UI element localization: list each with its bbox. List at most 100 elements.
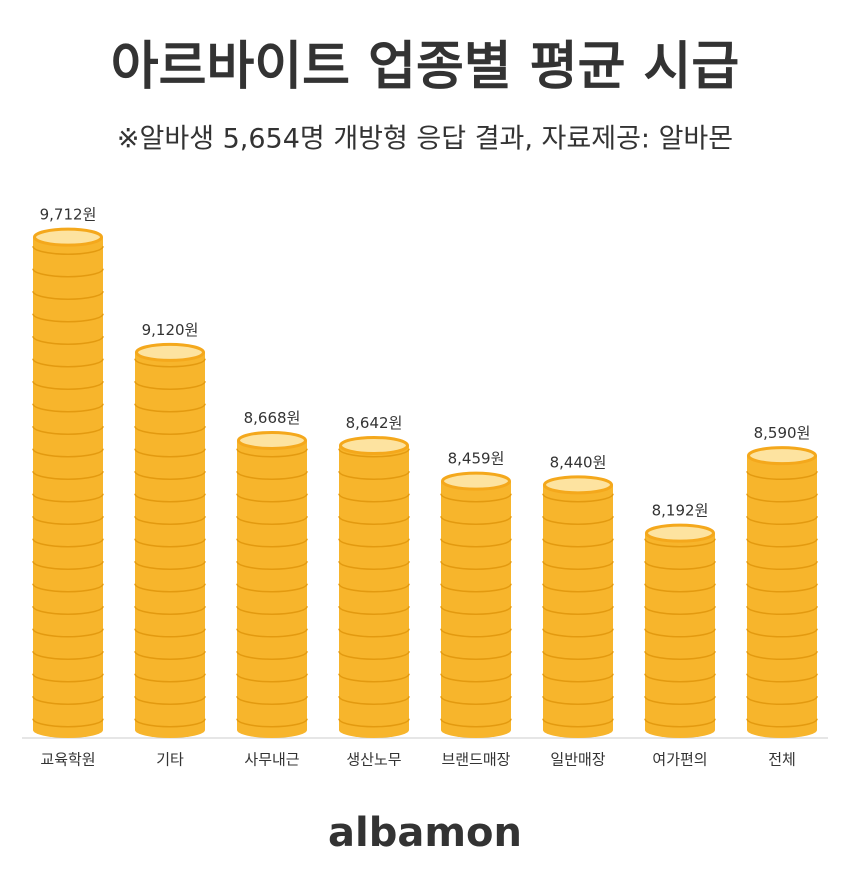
coin-top — [543, 475, 613, 495]
coin-edge — [338, 673, 410, 683]
coin-edge — [644, 606, 716, 615]
coin-stack — [440, 471, 512, 738]
coin-edge — [32, 628, 104, 638]
coin-edge — [338, 538, 410, 548]
coin-body — [339, 445, 409, 730]
coin-edge — [542, 651, 614, 660]
coin-edge — [32, 291, 104, 300]
x-tick-label: 생산노무 — [346, 751, 401, 769]
coin-edge — [542, 538, 614, 548]
coin-edge — [32, 268, 104, 278]
coin-edge — [644, 628, 716, 638]
coin-edge — [134, 426, 206, 435]
coin-edge — [746, 606, 818, 615]
coin-edge — [32, 336, 104, 345]
coin-edge — [236, 718, 308, 728]
x-tick-label: 전체 — [768, 751, 796, 769]
coin-edge — [542, 673, 614, 683]
coin-edge — [134, 358, 206, 368]
coin-edge — [746, 718, 818, 728]
coin-body — [747, 455, 817, 730]
coin-edge — [542, 516, 614, 525]
coin-edge — [32, 516, 104, 525]
coin-edge — [134, 493, 206, 503]
coin-edge — [236, 538, 308, 548]
coin-edge — [134, 628, 206, 638]
coin-body — [645, 533, 715, 730]
coin-edge — [746, 493, 818, 503]
brand-logo: albamon — [328, 810, 522, 856]
coin-edge — [32, 403, 104, 413]
coin-top — [441, 471, 511, 491]
coin-body — [33, 237, 103, 730]
coin-edge — [236, 493, 308, 503]
coin-edge — [32, 246, 104, 255]
coin-edge — [338, 583, 410, 593]
coin-edge — [440, 583, 512, 593]
coin-edge — [32, 493, 104, 503]
coin-edge — [236, 673, 308, 683]
coin-edge — [134, 538, 206, 548]
coin-edge — [236, 448, 308, 458]
coin-edge — [32, 358, 104, 368]
coin-edge — [134, 561, 206, 570]
x-tick-label: 일반매장 — [550, 751, 605, 769]
x-tick-label: 여가편의 — [652, 751, 707, 769]
value-label: 9,712원 — [40, 206, 97, 224]
coin-edge — [440, 561, 512, 570]
coin-edge — [134, 448, 206, 458]
coin-edge — [338, 561, 410, 570]
coin-edge — [236, 606, 308, 615]
coin-edge — [440, 606, 512, 615]
x-tick-label: 사무내근 — [244, 751, 299, 769]
coin-edge — [338, 606, 410, 615]
coin-edge — [338, 628, 410, 638]
coin-edge — [134, 673, 206, 683]
coin-edge — [134, 606, 206, 615]
coin-edge — [440, 516, 512, 525]
coin-edge — [440, 673, 512, 683]
coin-stack — [644, 523, 716, 738]
coin-edge — [338, 448, 410, 458]
value-label: 8,590원 — [754, 424, 811, 442]
coin-edge — [134, 718, 206, 728]
coin-stack — [542, 475, 614, 738]
coin-edge — [236, 471, 308, 480]
coin-edge — [236, 561, 308, 570]
coin-body — [237, 440, 307, 730]
coin-edge — [542, 606, 614, 615]
coin-edge — [236, 696, 308, 705]
coin-edge — [440, 696, 512, 705]
coin-edge — [542, 718, 614, 728]
coin-edge — [32, 696, 104, 705]
coin-edge — [338, 516, 410, 525]
coin-edge — [32, 651, 104, 660]
coin-body — [135, 352, 205, 730]
coin-edge — [746, 561, 818, 570]
coin-stack — [134, 342, 206, 738]
coin-edge — [32, 538, 104, 548]
coin-edge — [440, 538, 512, 548]
coin-top — [747, 446, 817, 466]
coin-edge — [236, 628, 308, 638]
coin-edge — [746, 696, 818, 705]
coin-edge — [542, 561, 614, 570]
coin-edge — [32, 673, 104, 683]
coin-stack — [32, 227, 104, 738]
coin-edge — [338, 718, 410, 728]
coin-edge — [338, 471, 410, 480]
coin-edge — [236, 583, 308, 593]
coin-stack — [236, 430, 308, 738]
x-tick-label: 브랜드매장 — [441, 751, 510, 769]
coin-edge — [134, 403, 206, 413]
x-tick-label: 기타 — [156, 751, 184, 769]
coin-edge — [746, 628, 818, 638]
coin-edge — [32, 381, 104, 390]
coin-edge — [32, 561, 104, 570]
coin-edge — [746, 538, 818, 548]
coin-edge — [134, 471, 206, 480]
coin-edge — [236, 516, 308, 525]
coin-edge — [236, 651, 308, 660]
coin-edge — [746, 516, 818, 525]
